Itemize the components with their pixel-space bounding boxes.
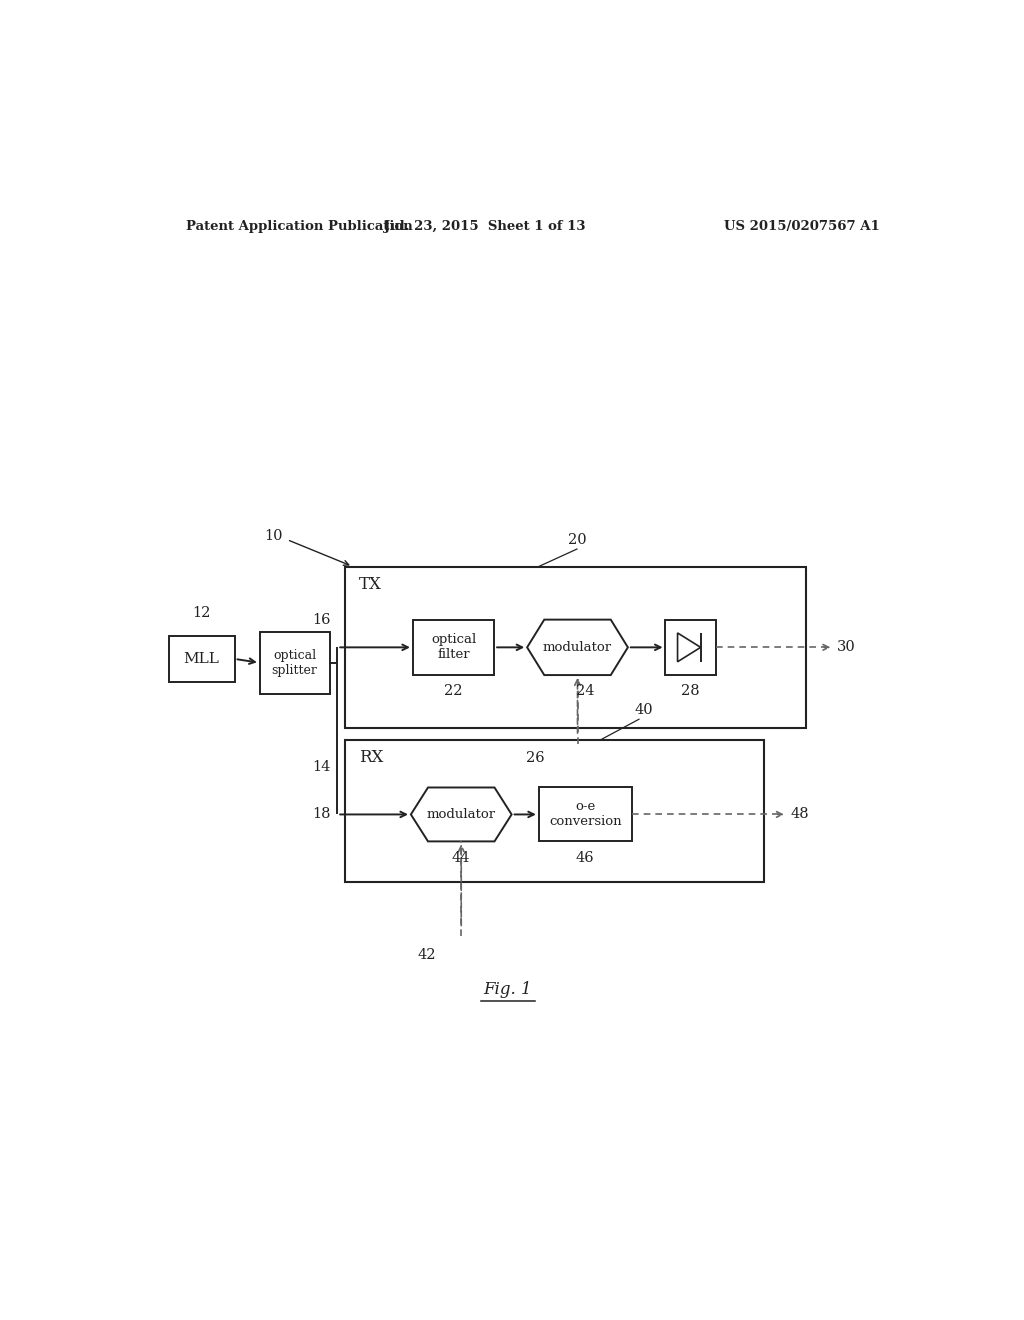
Bar [666, 619, 716, 675]
Text: US 2015/0207567 A1: US 2015/0207567 A1 [724, 219, 880, 232]
Text: MLL: MLL [183, 652, 219, 665]
Text: TX: TX [359, 576, 382, 593]
Text: Jul. 23, 2015  Sheet 1 of 13: Jul. 23, 2015 Sheet 1 of 13 [384, 219, 586, 232]
Text: RX: RX [359, 748, 383, 766]
Text: 28: 28 [681, 684, 700, 698]
Text: 16: 16 [312, 614, 331, 627]
Text: 40: 40 [634, 702, 652, 717]
Text: optical
filter: optical filter [431, 634, 476, 661]
Text: 20: 20 [568, 533, 587, 548]
Bar [413, 619, 495, 675]
Bar [539, 788, 632, 841]
Text: 42: 42 [417, 948, 435, 962]
Bar [345, 566, 806, 729]
Text: optical
splitter: optical splitter [271, 648, 317, 677]
Bar [260, 632, 330, 693]
Text: 14: 14 [312, 760, 331, 774]
Text: 12: 12 [193, 606, 211, 620]
Text: 44: 44 [452, 850, 470, 865]
Text: 48: 48 [791, 808, 809, 821]
Text: 10: 10 [264, 529, 283, 543]
Bar [169, 636, 234, 682]
Text: 22: 22 [444, 684, 463, 698]
Text: 18: 18 [312, 808, 331, 821]
Text: modulator: modulator [543, 640, 612, 653]
Text: 24: 24 [575, 684, 595, 698]
Bar [345, 739, 764, 882]
Text: 26: 26 [525, 751, 544, 766]
Text: 30: 30 [838, 640, 856, 655]
Text: modulator: modulator [427, 808, 496, 821]
Text: 46: 46 [575, 850, 595, 865]
Text: Patent Application Publication: Patent Application Publication [186, 219, 413, 232]
Text: o-e
conversion: o-e conversion [549, 800, 622, 829]
Text: Fig. 1: Fig. 1 [483, 982, 532, 998]
